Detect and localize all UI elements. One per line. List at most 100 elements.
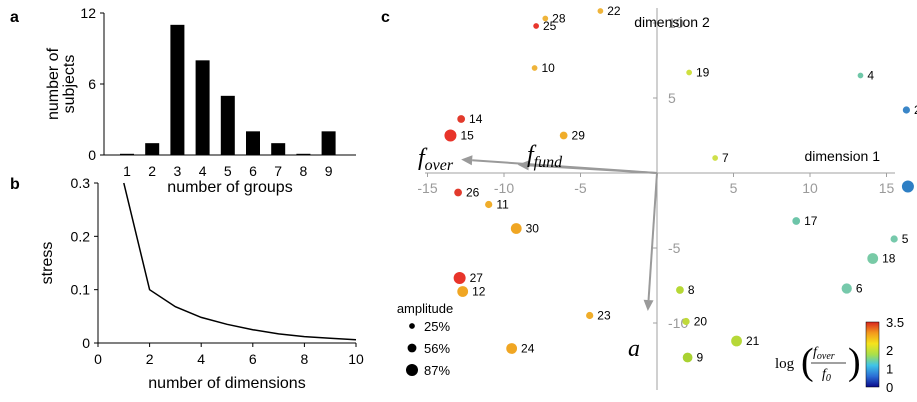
- point-5: [890, 235, 898, 243]
- point-19: [686, 69, 692, 76]
- vector-f_fund-head: [517, 160, 530, 171]
- y-tick-label-0: 0: [88, 147, 96, 163]
- x-tick-label-4: 4: [197, 351, 205, 367]
- amplitude-size-legend: amplitude 25% 56% 87%: [397, 301, 453, 378]
- point-label-14: 14: [469, 112, 483, 126]
- scatter-points: 1234567891011121314151617181920212223242…: [444, 0, 917, 365]
- y-tick-label-12: 12: [80, 5, 96, 21]
- x-tick-label-2: 2: [148, 163, 156, 179]
- point-label-11: 11: [496, 198, 509, 212]
- stress-x-label: number of dimensions: [148, 375, 305, 392]
- x-tick-label-6: 6: [249, 163, 257, 179]
- x-tick-label-1: 1: [123, 163, 131, 179]
- stress-y-label: stress: [39, 242, 56, 285]
- point-label-28: 28: [552, 12, 566, 26]
- point-label-10: 10: [541, 61, 555, 75]
- point-26: [454, 188, 462, 197]
- vector-a-head: [643, 299, 654, 311]
- point-2: [902, 106, 911, 114]
- feature-vectors: fover ffund a: [418, 142, 658, 362]
- histogram-y-label: number ofsubjects: [45, 47, 78, 120]
- x-tick-label--10: -10: [494, 180, 514, 196]
- point-22: [597, 8, 604, 14]
- colorbar-title: log ( ) fover f0: [775, 341, 861, 384]
- y-tick-label-0: 0: [82, 335, 90, 351]
- point-29: [559, 131, 568, 140]
- x-tick-label-8: 8: [301, 351, 309, 367]
- x-tick-label-4: 4: [199, 163, 207, 179]
- colorbar-title-numerator: fover: [813, 345, 835, 362]
- histogram-x-ticks: 1 2 3 4 5 6 7 8 9: [123, 163, 333, 179]
- vector-a-shaft: [647, 172, 658, 301]
- point-23: [586, 311, 594, 320]
- histogram-bars: [120, 24, 336, 156]
- panel-letter-c: c: [381, 9, 390, 26]
- x-tick-label-0: 0: [94, 351, 102, 367]
- point-label-17: 17: [804, 214, 818, 228]
- point-14: [457, 115, 466, 123]
- colorbar-ticks: 3.5 2 1 0: [886, 315, 904, 395]
- y-tick-label--10: -10: [668, 315, 688, 331]
- panel-letter-b: b: [10, 176, 20, 193]
- colorbar-title-paren-left: (: [801, 341, 814, 383]
- vector-f_over-head: [461, 155, 473, 166]
- colorbar-title-log: log: [775, 356, 795, 372]
- amplitude-legend-marker-87%: [406, 364, 418, 376]
- amplitude-legend-entries: 25% 56% 87%: [406, 319, 450, 378]
- bar-7: [271, 143, 286, 155]
- point-20: [682, 317, 690, 326]
- x-tick-label-9: 9: [325, 163, 333, 179]
- colorbar-tick-label-3.5: 3.5: [886, 315, 904, 330]
- x-tick-label-6: 6: [249, 351, 257, 367]
- bar-3: [170, 24, 185, 156]
- point-4: [857, 72, 864, 79]
- point-27: [453, 272, 466, 284]
- point-label-2: 2: [914, 103, 917, 117]
- mds-y-ticks: 10 5 -5 -10: [653, 15, 688, 331]
- point-11: [485, 200, 493, 209]
- colorbar-gradient: [865, 321, 880, 388]
- point-label-20: 20: [694, 315, 708, 329]
- histogram-x-label: number of groups: [167, 179, 292, 196]
- y-tick-label-0.1: 0.1: [71, 282, 91, 298]
- amplitude-legend-title: amplitude: [397, 301, 453, 316]
- point-8: [676, 286, 684, 294]
- amplitude-legend-marker-25%: [409, 323, 415, 329]
- amplitude-legend-marker-56%: [407, 343, 417, 353]
- y-tick-label-0.3: 0.3: [71, 175, 91, 191]
- mds-y-label: dimension 2: [634, 14, 710, 30]
- amplitude-legend-label-25%: 25%: [424, 319, 450, 334]
- point-label-8: 8: [688, 283, 695, 297]
- point-label-12: 12: [472, 285, 486, 299]
- point-3: [901, 180, 914, 193]
- stress-panel: 0 2 4 6 8 10 00.10.20.3 number of dimensions …: [39, 175, 364, 392]
- mds-x-label: dimension 1: [805, 148, 881, 164]
- point-9: [682, 352, 693, 363]
- mds-panel: -15 -10 -5 5 10 15 105-5-10 dimension 1 dimen…: [397, 0, 917, 395]
- x-tick-label-10: 10: [348, 351, 364, 367]
- y-tick-label-5: 5: [668, 90, 676, 106]
- x-tick-label-3: 3: [174, 163, 182, 179]
- point-17: [792, 217, 801, 225]
- x-tick-label-5: 5: [730, 180, 738, 196]
- colorbar-title-paren-right: ): [848, 341, 861, 383]
- point-10: [531, 65, 538, 71]
- point-18: [867, 253, 879, 264]
- point-label-18: 18: [882, 252, 896, 266]
- colorbar-tick-label-1: 1: [886, 361, 893, 376]
- point-label-24: 24: [521, 342, 535, 356]
- point-24: [506, 343, 518, 354]
- colorbar-title-denominator: f0: [822, 367, 831, 384]
- amplitude-legend-label-87%: 87%: [424, 363, 450, 378]
- point-label-25: 25: [543, 19, 557, 33]
- point-28: [542, 15, 549, 22]
- x-tick-label-8: 8: [300, 163, 308, 179]
- point-label-6: 6: [856, 282, 863, 296]
- x-tick-label--15: -15: [417, 180, 437, 196]
- bar-4: [195, 60, 210, 156]
- vector-f_fund-shaft: [528, 164, 658, 174]
- bar-1: [120, 153, 134, 155]
- x-tick-label-5: 5: [224, 163, 232, 179]
